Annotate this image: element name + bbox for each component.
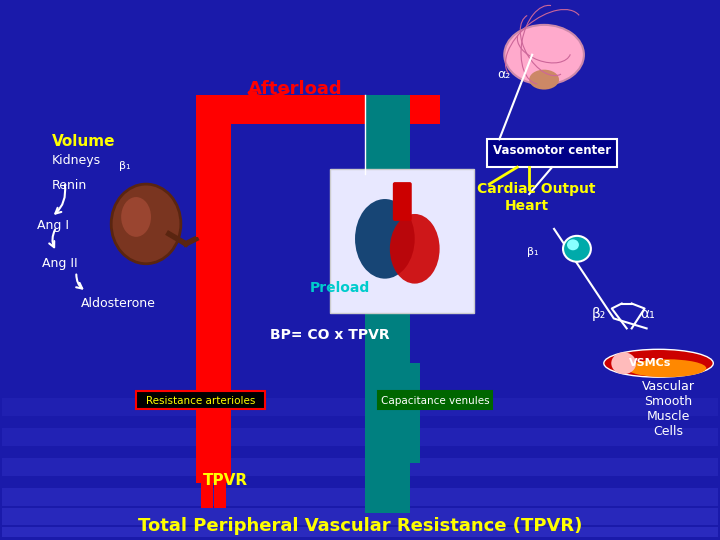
Text: Ang II: Ang II xyxy=(42,256,77,270)
Text: α₂: α₂ xyxy=(498,68,510,80)
Ellipse shape xyxy=(504,25,584,85)
Bar xyxy=(330,169,474,314)
Text: α₁: α₁ xyxy=(641,307,655,321)
Ellipse shape xyxy=(563,236,591,262)
Bar xyxy=(1,488,719,505)
Bar xyxy=(196,229,225,237)
Text: Aldosterone: Aldosterone xyxy=(81,296,156,309)
Ellipse shape xyxy=(529,70,559,90)
Bar xyxy=(225,224,230,242)
Text: Renin: Renin xyxy=(52,179,86,192)
Bar xyxy=(1,528,719,540)
Bar xyxy=(196,94,230,458)
Bar xyxy=(136,391,266,409)
Bar xyxy=(1,398,719,416)
Text: Volume: Volume xyxy=(52,134,115,150)
Text: Heart: Heart xyxy=(504,199,549,213)
Ellipse shape xyxy=(355,199,415,279)
Text: Ang I: Ang I xyxy=(37,219,68,232)
Text: β₁: β₁ xyxy=(120,161,130,171)
Bar xyxy=(196,94,440,123)
Text: Capacitance venules: Capacitance venules xyxy=(382,396,490,406)
Text: β₂: β₂ xyxy=(592,307,606,321)
Text: β₁: β₁ xyxy=(527,247,539,257)
Text: Vasomotor center: Vasomotor center xyxy=(493,144,611,157)
Bar xyxy=(365,94,410,463)
Text: Cardiac Output: Cardiac Output xyxy=(477,182,596,196)
Text: Kidneys: Kidneys xyxy=(52,154,101,167)
Ellipse shape xyxy=(121,197,151,237)
Bar xyxy=(1,428,719,446)
Bar xyxy=(1,508,719,525)
Text: BP= CO x TPVR: BP= CO x TPVR xyxy=(271,328,390,342)
Ellipse shape xyxy=(390,214,440,284)
Bar xyxy=(196,94,440,124)
FancyBboxPatch shape xyxy=(393,182,412,221)
Text: VSMCs: VSMCs xyxy=(629,358,672,368)
Text: Total Peripheral Vascular Resistance (TPVR): Total Peripheral Vascular Resistance (TP… xyxy=(138,517,582,536)
Ellipse shape xyxy=(567,239,579,250)
Ellipse shape xyxy=(604,349,714,377)
Bar xyxy=(214,483,225,508)
Ellipse shape xyxy=(626,359,706,377)
Ellipse shape xyxy=(111,184,181,264)
Bar xyxy=(487,139,617,167)
Text: Preload: Preload xyxy=(310,281,371,295)
Bar xyxy=(365,363,420,463)
Bar xyxy=(201,483,212,508)
Ellipse shape xyxy=(611,352,636,374)
Bar xyxy=(230,94,440,123)
Bar xyxy=(378,391,492,409)
Bar xyxy=(365,463,410,512)
Bar xyxy=(196,448,230,483)
Text: TPVR: TPVR xyxy=(203,472,248,488)
Bar xyxy=(1,458,719,476)
Text: Vascular
Smooth
Muscle
Cells: Vascular Smooth Muscle Cells xyxy=(642,380,695,438)
Text: Resistance arterioles: Resistance arterioles xyxy=(146,396,256,406)
Text: Afterload: Afterload xyxy=(248,79,342,98)
